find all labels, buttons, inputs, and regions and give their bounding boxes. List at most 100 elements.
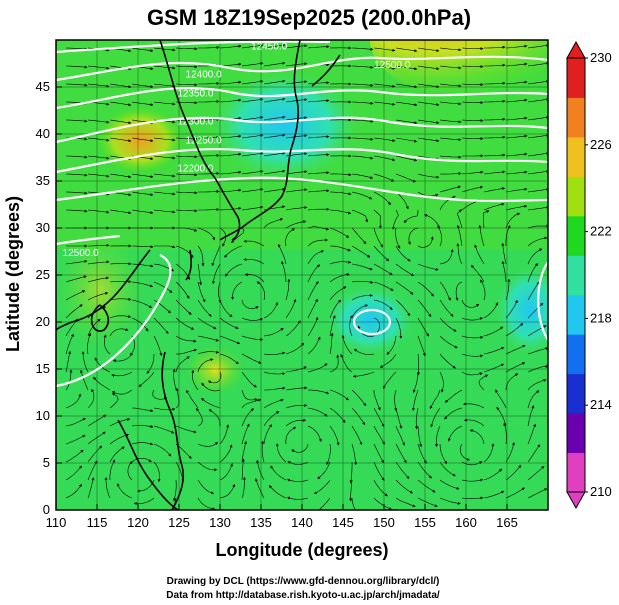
streamline [417, 479, 436, 493]
streamline [439, 171, 462, 175]
streamline [484, 117, 506, 121]
streamline [208, 409, 221, 427]
streamline [478, 224, 485, 247]
colorbar: 210 214 218 222 226 230 [566, 40, 612, 510]
streamline [307, 281, 319, 301]
streamline [175, 317, 195, 330]
streamline [349, 315, 353, 337]
streamline [65, 47, 88, 51]
streamline [263, 302, 278, 319]
streamline [395, 443, 407, 463]
streamline [351, 443, 358, 466]
streamline [351, 173, 374, 179]
streamline [329, 245, 351, 252]
streamline [527, 151, 548, 157]
streamline [395, 101, 418, 107]
streamline [286, 478, 309, 482]
geopotential-contours [56, 40, 548, 388]
streamline [255, 478, 265, 499]
streamline [263, 115, 286, 121]
streamline [131, 458, 152, 463]
streamline [241, 62, 264, 67]
streamline [394, 389, 398, 412]
shading-warm-center [185, 345, 245, 395]
streamline [505, 373, 519, 391]
streamline [275, 443, 287, 463]
streamline [197, 441, 219, 447]
streamline [263, 151, 286, 157]
streamline [503, 422, 507, 445]
streamline [112, 353, 133, 363]
colorbar-tick-label: 230 [590, 50, 612, 65]
streamline [307, 264, 321, 283]
credit-drawing: Drawing by DCL (https://www.gfd-dennou.o… [167, 576, 440, 587]
streamline [496, 406, 507, 427]
streamline [505, 62, 528, 67]
streamline [373, 263, 393, 276]
streamline [417, 236, 434, 248]
contour-line [56, 254, 172, 388]
streamline [483, 443, 495, 463]
streamline [109, 209, 132, 215]
streamline [285, 188, 308, 193]
streamline [175, 299, 192, 315]
streamline [353, 371, 375, 378]
streamline [285, 342, 305, 355]
x-tick-label: 125 [168, 515, 190, 530]
streamline [65, 155, 88, 159]
streamline [395, 479, 413, 494]
streamline [417, 335, 426, 357]
streamline [461, 478, 484, 482]
streamline [307, 298, 318, 319]
streamline [527, 347, 548, 355]
streamline [219, 483, 236, 499]
streamline [373, 101, 396, 106]
streamline [153, 407, 176, 411]
streamline [417, 353, 421, 376]
streamline [243, 257, 265, 265]
streamline [241, 458, 245, 481]
streamline [87, 276, 110, 283]
streamline [329, 191, 352, 196]
streamline [439, 65, 462, 70]
streamline [527, 325, 547, 337]
streamline [527, 224, 548, 229]
streamline [423, 214, 441, 229]
streamline [439, 479, 460, 490]
streamline [175, 425, 197, 434]
streamline [307, 316, 319, 337]
streamline [527, 466, 545, 481]
streamline [373, 299, 393, 311]
streamline [456, 243, 463, 265]
streamline [65, 449, 84, 463]
streamline [285, 320, 301, 337]
streamline [505, 204, 528, 211]
streamline [219, 317, 239, 329]
streamline [219, 206, 242, 211]
streamline [461, 137, 484, 141]
streamline [483, 170, 506, 175]
streamline [93, 376, 111, 391]
streamline [505, 345, 526, 355]
streamline [307, 45, 330, 49]
streamline [241, 408, 254, 427]
streamline [395, 497, 416, 508]
streamline [395, 119, 418, 125]
streamline [263, 169, 286, 175]
streamline [340, 353, 353, 373]
streamline [329, 273, 350, 283]
streamline [87, 388, 95, 409]
streamline [483, 363, 505, 373]
streamline [505, 225, 511, 247]
streamline [88, 243, 110, 247]
streamline [201, 398, 221, 409]
streamline [263, 371, 286, 376]
streamline [351, 389, 367, 407]
streamline [285, 386, 308, 391]
streamline [307, 250, 325, 265]
streamline [263, 187, 286, 193]
streamline [307, 238, 328, 247]
streamline [109, 137, 132, 143]
streamline [373, 281, 394, 291]
contour-label: 12300.0 [177, 117, 214, 128]
